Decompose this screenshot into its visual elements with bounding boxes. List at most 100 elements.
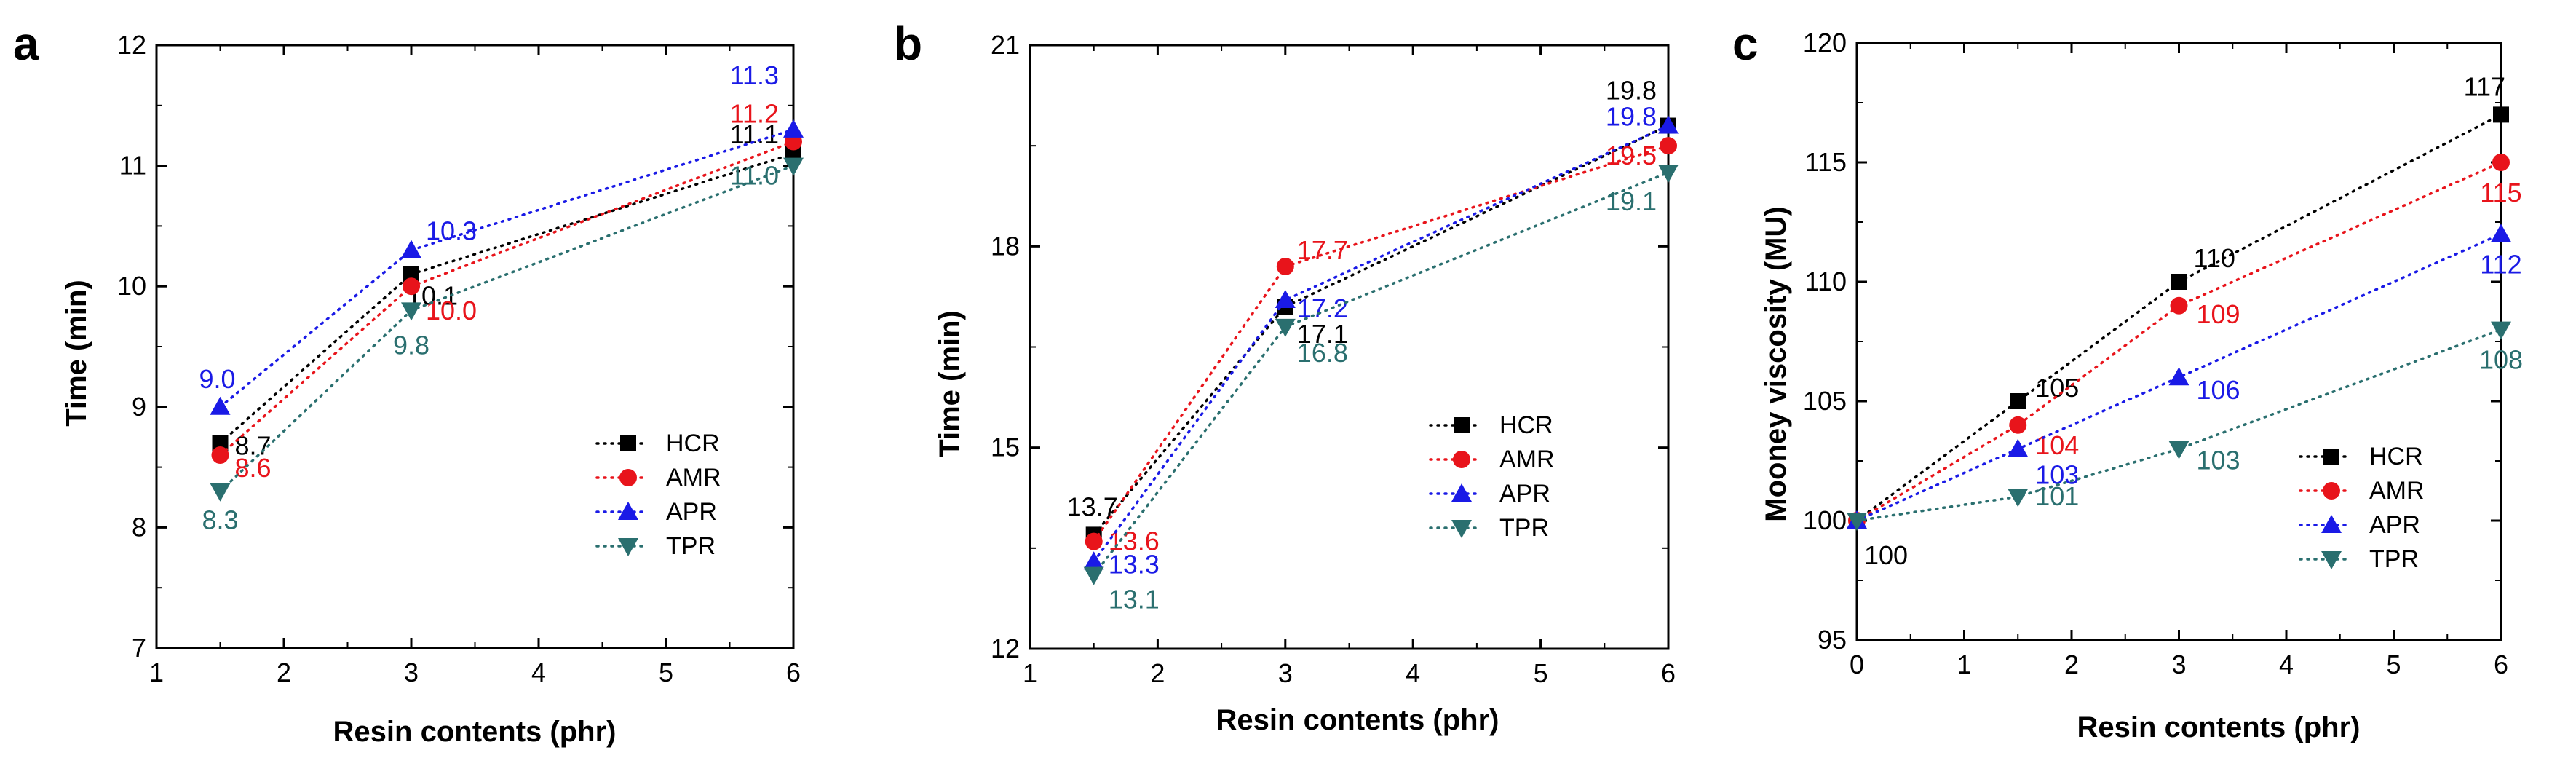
data-point-tpr	[1083, 566, 1104, 585]
x-tick-label: 5	[659, 658, 673, 687]
data-point-hcr	[2171, 274, 2187, 290]
x-tick-label: 5	[2386, 649, 2401, 679]
x-tick-label: 2	[1150, 658, 1165, 688]
series-line-amr	[218, 140, 795, 457]
y-tick-label: 95	[1818, 625, 1847, 655]
legend-label-hcr: HCR	[1499, 411, 1553, 439]
data-point-amr	[211, 446, 229, 465]
legend-label-amr: AMR	[666, 464, 721, 491]
y-axis-label-a: Time (min)	[60, 280, 92, 427]
data-label-hcr: 11.1	[730, 119, 779, 149]
y-tick-label: 100	[1803, 505, 1847, 535]
data-label-tpr: 19.1	[1606, 186, 1657, 216]
legend-label-tpr: TPR	[1499, 514, 1549, 542]
data-label-tpr: 103	[2197, 446, 2240, 475]
data-point-apr	[1275, 290, 1296, 309]
x-tick-label: 5	[1534, 658, 1548, 688]
series-line-hcr	[218, 152, 795, 445]
legend-label-hcr: HCR	[666, 430, 720, 457]
panel-letter-b: b	[894, 17, 922, 70]
legend-label-hcr: HCR	[2369, 443, 2423, 470]
data-label-amr: 109	[2197, 299, 2240, 329]
legend-label-amr: AMR	[2369, 477, 2425, 505]
data-point-amr	[1085, 532, 1103, 550]
y-tick-label: 12	[991, 633, 1020, 663]
data-label-tpr: 108	[2479, 345, 2523, 375]
data-point-hcr	[403, 266, 419, 283]
data-point-hcr	[2010, 393, 2026, 409]
data-label-apr: 13.3	[1109, 549, 1160, 579]
y-tick-label: 11	[119, 151, 146, 181]
data-label-amr: 17.7	[1297, 235, 1348, 265]
legend-label-apr: APR	[666, 498, 717, 526]
x-axis-label-b: Resin contents (phr)	[1216, 704, 1499, 736]
x-tick-label: 4	[1406, 658, 1420, 688]
series-line-amr	[1855, 161, 2502, 522]
data-label-hcr: 105	[2035, 373, 2079, 403]
data-point-apr	[783, 119, 804, 138]
data-label-amr: 10.0	[426, 296, 477, 325]
legend-marker-tpr	[618, 538, 638, 556]
data-point-tpr	[401, 302, 421, 321]
legend-marker-amr	[1453, 451, 1470, 468]
data-point-apr	[210, 396, 231, 415]
legend-marker-apr	[1451, 483, 1472, 502]
x-axis-label-c: Resin contents (phr)	[2077, 711, 2361, 743]
legend-label-apr: APR	[2369, 511, 2420, 539]
data-label-tpr: 13.1	[1109, 585, 1160, 615]
legend-marker-apr	[618, 502, 638, 520]
data-label-apr: 11.3	[730, 60, 779, 90]
data-label-apr: 106	[2197, 375, 2240, 405]
data-point-tpr	[1658, 165, 1679, 183]
legend-label-tpr: TPR	[2369, 545, 2419, 573]
data-label-amr: 8.6	[235, 453, 272, 483]
y-tick-label: 7	[132, 633, 146, 663]
legend-label-amr: AMR	[1499, 446, 1555, 473]
series-line-apr	[1855, 232, 2502, 522]
legend-marker-amr	[619, 469, 637, 486]
data-point-amr	[2492, 154, 2510, 171]
legend-marker-hcr	[2323, 449, 2339, 465]
y-tick-label: 105	[1803, 386, 1847, 416]
y-tick-label: 9	[132, 392, 146, 422]
data-point-apr	[401, 240, 421, 258]
y-tick-label: 18	[991, 231, 1020, 261]
data-point-hcr	[785, 146, 801, 162]
x-tick-label: 2	[277, 658, 291, 687]
data-point-apr	[2008, 438, 2029, 457]
data-point-tpr	[2491, 321, 2511, 340]
series-line-apr	[1092, 124, 1670, 564]
data-point-tpr	[1847, 513, 1867, 531]
data-label-apr: 19.8	[1606, 102, 1657, 132]
x-tick-label: 2	[2064, 649, 2079, 679]
x-axis-label-a: Resin contents (phr)	[333, 716, 617, 748]
data-label-hcr: 19.8	[1606, 76, 1657, 106]
series-line-amr	[1092, 144, 1670, 543]
data-point-hcr	[212, 435, 229, 451]
series-line-hcr	[1092, 124, 1670, 537]
y-tick-label: 115	[1805, 147, 1847, 177]
data-point-apr	[2491, 224, 2511, 242]
x-tick-label: 6	[1661, 658, 1676, 688]
data-label-tpr: 16.8	[1297, 338, 1348, 368]
x-tick-label: 4	[531, 658, 546, 687]
legend-marker-apr	[2321, 515, 2342, 533]
y-tick-label: 21	[991, 30, 1020, 60]
data-point-tpr	[1275, 318, 1296, 337]
data-point-tpr	[783, 157, 804, 176]
panel-letter-a: a	[13, 17, 39, 70]
data-label-apr: 10.3	[426, 216, 477, 246]
y-tick-label: 110	[1805, 266, 1847, 296]
series-line-apr	[218, 128, 795, 408]
data-label-tpr: 8.3	[202, 505, 238, 535]
data-label-apr: 112	[2480, 249, 2521, 279]
data-label-amr: 19.5	[1606, 141, 1657, 170]
legend-label-apr: APR	[1499, 480, 1550, 508]
series-line-tpr	[1092, 171, 1670, 577]
series-line-tpr	[1855, 328, 2502, 522]
data-point-amr	[403, 277, 420, 296]
legend-marker-tpr	[2321, 551, 2342, 569]
y-axis-label-c: Mooney viscosity (MU)	[1760, 206, 1792, 521]
